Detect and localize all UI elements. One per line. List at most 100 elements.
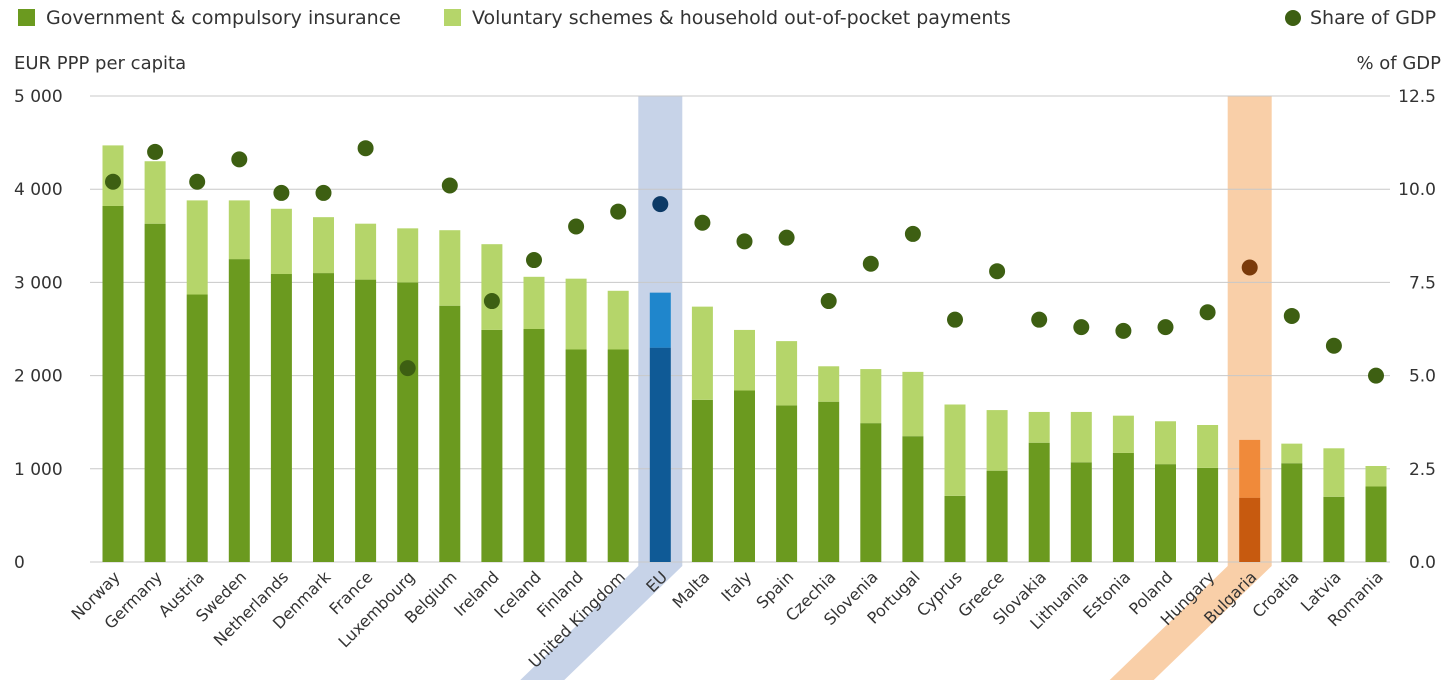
bar-gov-hungary	[1197, 467, 1219, 562]
y-left-tick-label: 4 000	[14, 180, 63, 200]
bar-gov-norway	[102, 205, 124, 562]
gdp-marker-germany	[147, 143, 164, 160]
y-right-tick-label: 7.5	[1409, 273, 1436, 293]
bar-vol-germany	[144, 161, 166, 224]
gdp-marker-denmark	[315, 184, 332, 201]
gdp-marker-norway	[105, 173, 121, 190]
gdp-marker-netherlands	[273, 184, 290, 201]
legend-swatch-vol	[444, 9, 461, 26]
bar-gov-malta	[691, 399, 713, 562]
gdp-marker-eu	[652, 196, 669, 213]
bar-vol-hungary	[1197, 424, 1219, 468]
gdp-marker-cyprus	[947, 311, 963, 328]
gdp-marker-belgium	[441, 177, 458, 194]
bar-vol-czechia	[818, 366, 840, 402]
gdp-marker-slovenia	[862, 255, 879, 272]
legend-marker-gdp	[1285, 10, 1301, 26]
bar-gov-estonia	[1112, 452, 1134, 562]
bar-vol-austria	[186, 200, 208, 295]
bar-vol-sweden	[228, 200, 250, 260]
gdp-marker-slovakia	[1031, 311, 1048, 328]
bar-vol-greece	[986, 410, 1008, 471]
bar-gov-france	[355, 279, 377, 562]
category-label-malta: Malta	[669, 567, 714, 612]
legend-swatch-gov	[18, 9, 35, 26]
y-right-axis-title: % of GDP	[1356, 53, 1441, 74]
gdp-marker-hungary	[1199, 304, 1216, 321]
bar-gov-finland	[565, 349, 587, 562]
bar-vol-bulgaria	[1239, 439, 1261, 498]
y-right-tick-label: 12.5	[1398, 87, 1436, 107]
bar-vol-latvia	[1323, 448, 1345, 497]
bar-gov-belgium	[439, 305, 461, 562]
bar-vol-united-kingdom	[607, 290, 629, 350]
gdp-marker-ireland	[483, 293, 500, 310]
legend-label-vol: Voluntary schemes & household out-of-poc…	[472, 7, 1011, 29]
bar-gov-austria	[186, 294, 208, 562]
bar-vol-malta	[691, 306, 713, 400]
y-left-tick-label: 0	[14, 553, 25, 573]
bar-vol-finland	[565, 278, 587, 350]
gdp-marker-sweden	[231, 151, 248, 168]
y-right-tick-label: 0.0	[1409, 553, 1436, 573]
bar-gov-slovakia	[1028, 442, 1050, 562]
legend: Government & compulsory insurance Volunt…	[18, 7, 1436, 29]
y-axis-ticks: 5 000 4 000 3 000 2 000 1 000 0 12.5 10.0 7.5 5.0…	[14, 87, 1436, 573]
bars	[102, 145, 1387, 562]
bar-vol-spain	[776, 341, 798, 406]
bar-gov-denmark	[313, 273, 334, 562]
bar-vol-portugal	[902, 371, 924, 437]
gdp-marker-luxembourg	[399, 360, 416, 377]
gdp-marker-finland	[568, 218, 585, 235]
highlight-band-label-eu	[520, 566, 683, 680]
gdp-marker-italy	[736, 233, 753, 250]
gdp-marker-austria	[189, 173, 206, 190]
bar-gov-luxembourg	[397, 282, 419, 562]
bar-gov-poland	[1155, 464, 1176, 562]
bar-gov-romania	[1365, 486, 1387, 562]
y-left-tick-label: 1 000	[14, 460, 63, 480]
bar-vol-luxembourg	[397, 228, 419, 283]
bar-gov-spain	[776, 405, 798, 562]
bar-gov-sweden	[228, 259, 250, 562]
bar-gov-bulgaria	[1239, 497, 1261, 562]
bar-vol-slovakia	[1028, 411, 1050, 443]
bar-vol-denmark	[313, 217, 334, 274]
gdp-marker-czechia	[820, 293, 837, 310]
bar-vol-slovenia	[860, 369, 882, 424]
bar-gov-italy	[734, 390, 755, 562]
gdp-marker-portugal	[904, 225, 921, 242]
bar-vol-lithuania	[1070, 411, 1092, 463]
y-right-tick-label: 10.0	[1398, 180, 1436, 200]
bar-vol-italy	[734, 329, 755, 391]
bar-vol-estonia	[1112, 415, 1134, 453]
gdp-markers	[105, 140, 1384, 384]
bar-gov-latvia	[1323, 496, 1345, 562]
bar-vol-eu	[649, 292, 671, 348]
bar-gov-greece	[986, 470, 1008, 562]
bar-gov-croatia	[1281, 463, 1303, 562]
bar-vol-poland	[1155, 421, 1176, 465]
bar-vol-netherlands	[270, 208, 292, 275]
bar-vol-croatia	[1281, 443, 1303, 464]
bar-gov-netherlands	[270, 274, 292, 562]
gdp-marker-romania	[1368, 367, 1384, 384]
bar-vol-belgium	[439, 230, 461, 306]
y-left-tick-label: 2 000	[14, 367, 63, 387]
legend-label-gdp: Share of GDP	[1310, 7, 1436, 29]
y-right-tick-label: 5.0	[1409, 367, 1436, 387]
gdp-marker-malta	[694, 214, 711, 231]
bar-vol-romania	[1365, 466, 1387, 487]
bar-vol-iceland	[523, 276, 545, 329]
bar-gov-ireland	[481, 329, 503, 562]
bar-gov-portugal	[902, 436, 924, 562]
bar-gov-united-kingdom	[607, 349, 629, 562]
y-left-tick-label: 5 000	[14, 87, 63, 107]
highlight-bands	[520, 96, 1272, 680]
category-label-italy: Italy	[717, 567, 755, 605]
gdp-marker-lithuania	[1073, 319, 1090, 336]
bar-vol-ireland	[481, 244, 503, 330]
gdp-marker-latvia	[1325, 337, 1342, 354]
bar-vol-france	[355, 223, 377, 280]
